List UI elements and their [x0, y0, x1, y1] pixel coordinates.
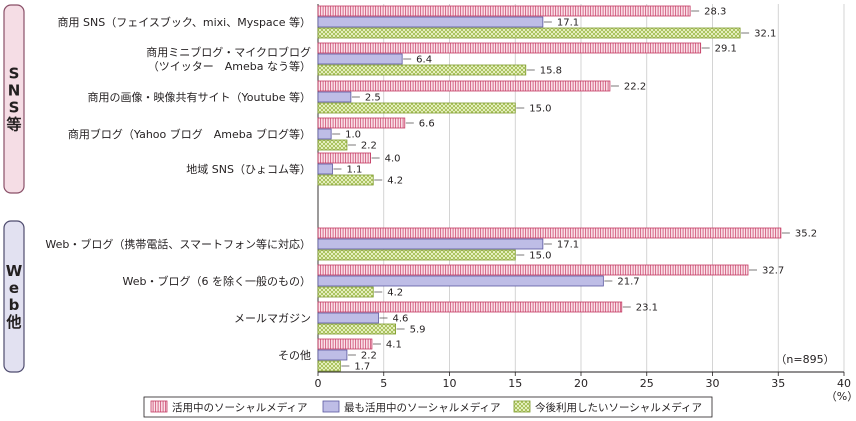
value-label: 6.6 [419, 119, 435, 130]
x-tick-label: 30 [706, 377, 720, 390]
bar-series-0-cat-6 [317, 264, 749, 276]
value-label: 17.1 [557, 18, 579, 29]
x-tick-label: 10 [443, 377, 457, 390]
value-label: 4.1 [386, 340, 402, 351]
section-label-char: 他 [5, 313, 21, 331]
value-label: 22.2 [624, 82, 646, 93]
legend-label-1: 最も活用中のソーシャルメディア [344, 401, 501, 414]
section-label-char: S [9, 99, 20, 117]
legend-swatch-1 [322, 400, 340, 413]
bar-series-0-cat-4 [317, 152, 371, 164]
bar-series-1-cat-1 [317, 53, 403, 65]
bar-series-1-cat-2 [317, 91, 352, 103]
bar-series-2-cat-3 [317, 139, 348, 151]
bar-series-1-cat-4 [317, 163, 333, 175]
x-axis-unit: （%） [826, 390, 856, 403]
value-label: 5.9 [410, 325, 426, 336]
x-tick-label: 15 [508, 377, 522, 390]
bar-series-0-cat-3 [317, 117, 406, 129]
bar-series-2-cat-8 [317, 360, 341, 372]
value-label: 1.7 [354, 362, 370, 373]
section-label-char: W [6, 262, 23, 280]
value-label: 35.2 [795, 229, 817, 240]
category-label: 商用ブログ（Yahoo ブログ Ameba ブログ等） [68, 127, 311, 141]
bar-series-1-cat-5 [317, 238, 544, 250]
section-label-char: b [9, 296, 20, 314]
value-label: 2.2 [361, 141, 377, 152]
value-label: 32.7 [762, 266, 784, 277]
value-label: 32.1 [754, 29, 776, 40]
category-label: （ツイッター Ameba なう等） [148, 59, 311, 73]
x-tick-label: 0 [315, 377, 322, 390]
value-label: 4.2 [387, 288, 403, 299]
legend-label-2: 今後利用したいソーシャルメディア [535, 401, 702, 414]
x-tick-label: 40 [837, 377, 851, 390]
x-tick-label: 20 [574, 377, 588, 390]
bar-series-2-cat-2 [317, 102, 516, 114]
sample-size-note: （n=895） [775, 353, 834, 366]
bar-series-0-cat-7 [317, 301, 623, 313]
section-label-char: S [9, 65, 20, 83]
value-label: 29.1 [715, 44, 737, 55]
value-label: 15.8 [540, 66, 562, 77]
bar-series-0-cat-1 [317, 42, 702, 54]
section-label-char: 等 [6, 116, 21, 134]
value-label: 21.7 [617, 277, 639, 288]
bar-series-2-cat-0 [317, 27, 741, 39]
bar-series-1-cat-7 [317, 312, 379, 324]
x-tick-label: 35 [771, 377, 785, 390]
value-label: 1.0 [345, 130, 361, 141]
bar-series-2-cat-7 [317, 323, 396, 335]
value-label: 2.5 [365, 93, 381, 104]
bar-series-1-cat-8 [317, 349, 348, 361]
bar-series-2-cat-4 [317, 174, 374, 186]
value-label: 28.3 [704, 7, 726, 18]
category-label: メールマガジン [234, 312, 311, 325]
category-label: 地域 SNS（ひょコム等） [186, 162, 311, 176]
bar-series-1-cat-3 [317, 128, 332, 140]
category-label: Web・ブログ（携帯電話、スマートフォン等に対応） [45, 237, 311, 251]
category-label: 商用ミニブログ・マイクロブログ [146, 45, 311, 59]
value-label: 2.2 [361, 351, 377, 362]
bar-series-0-cat-0 [317, 5, 691, 17]
value-label: 1.1 [346, 165, 362, 176]
bar-series-2-cat-1 [317, 64, 527, 76]
category-label: その他 [278, 349, 311, 362]
value-label: 4.6 [392, 314, 408, 325]
section-panel-0 [3, 4, 25, 194]
category-label: Web・ブログ（6 を除く一般のもの） [123, 274, 311, 288]
bar-series-2-cat-5 [317, 249, 516, 261]
x-tick-label: 25 [640, 377, 654, 390]
x-tick-label: 5 [380, 377, 387, 390]
bar-series-2-cat-6 [317, 286, 374, 298]
section-panel-1 [3, 220, 25, 373]
value-label: 4.0 [385, 154, 401, 165]
section-label-char: N [8, 82, 21, 100]
value-label: 6.4 [416, 55, 432, 66]
section-label-char: e [9, 279, 19, 297]
category-label: 商用の画像・映像共有サイト（Youtube 等） [88, 90, 312, 104]
bar-series-1-cat-0 [317, 16, 544, 28]
value-label: 23.1 [636, 303, 658, 314]
bar-series-0-cat-2 [317, 80, 611, 92]
value-label: 15.0 [529, 251, 551, 262]
legend-swatch-2 [513, 400, 531, 413]
value-label: 4.2 [387, 176, 403, 187]
legend-label-0: 活用中のソーシャルメディア [172, 401, 308, 414]
legend-box [143, 396, 713, 418]
value-label: 15.0 [529, 104, 551, 115]
legend-swatch-0 [150, 400, 168, 413]
category-label: 商用 SNS（フェイスブック、mixi、Myspace 等） [58, 15, 311, 29]
bar-series-0-cat-8 [317, 338, 373, 350]
value-label: 17.1 [557, 240, 579, 251]
bar-series-1-cat-6 [317, 275, 604, 287]
bar-series-0-cat-5 [317, 227, 782, 239]
